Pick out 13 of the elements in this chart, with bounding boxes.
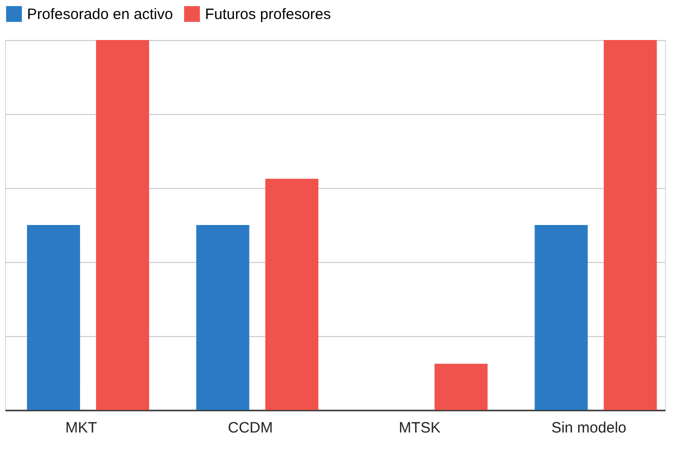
bar [96,40,150,410]
x-tick-label: MTSK [398,420,440,436]
bar [196,225,250,410]
bar [27,225,80,410]
bar [604,40,657,410]
x-tick-label: Sin modelo [551,420,626,436]
bar [534,225,588,410]
legend-label: Futuros profesores [205,6,331,23]
legend-label: Profesorado en activo [27,6,173,23]
bar [434,364,488,410]
x-tick-label: CCDM [228,420,273,436]
x-tick-label: MKT [65,420,97,436]
bar [265,178,318,410]
